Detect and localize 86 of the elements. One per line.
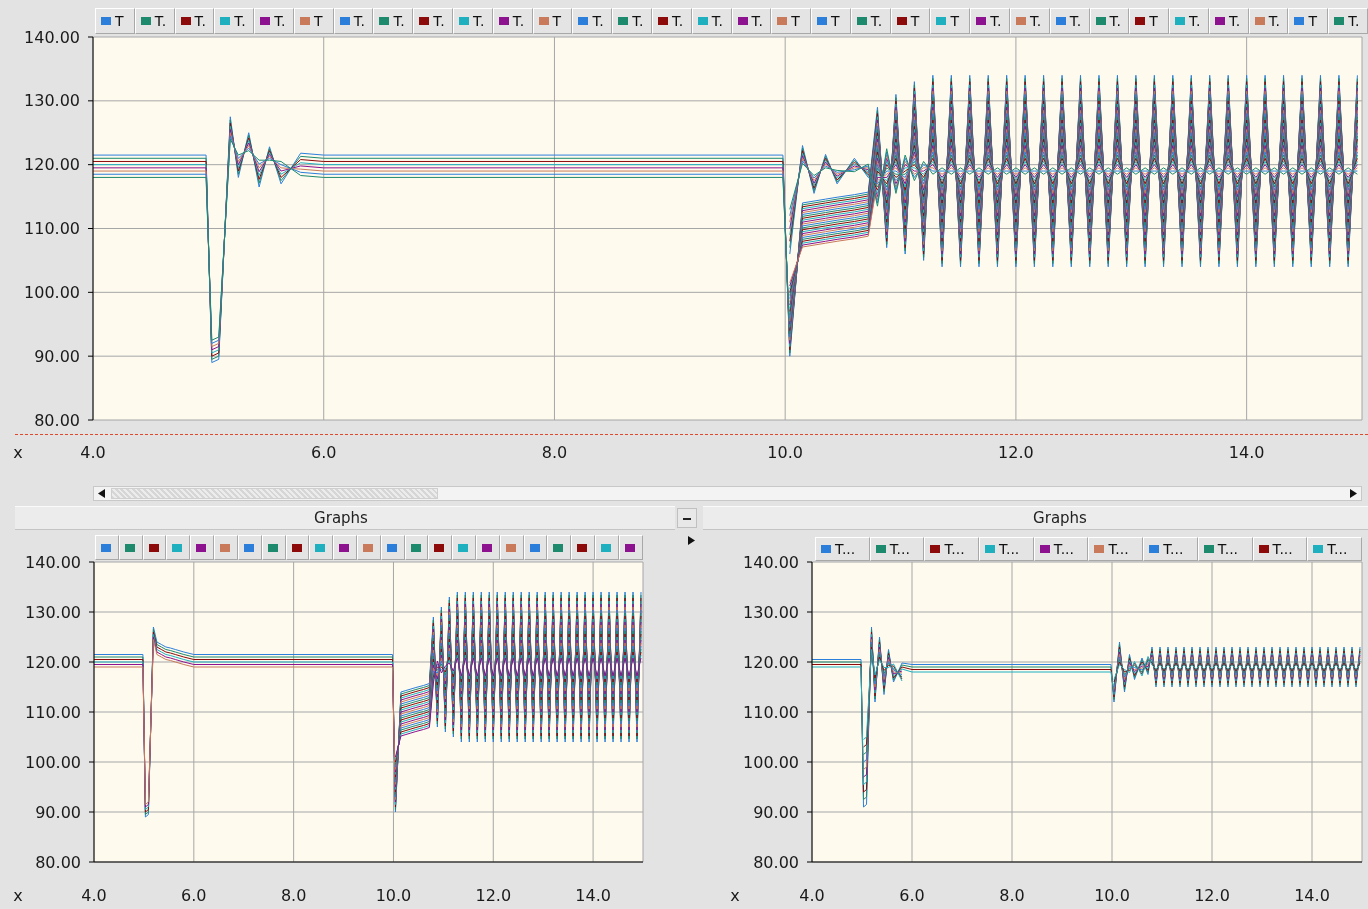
y-tick-label: 120.00: [24, 155, 80, 175]
legend-label: T: [831, 13, 840, 29]
x-axis-title: x: [13, 885, 23, 905]
y-tick-label: 90.00: [753, 802, 799, 822]
legend-label: T.: [194, 13, 206, 29]
x-tick-label: 6.0: [181, 885, 207, 905]
x-tick-label: 10.0: [767, 442, 803, 462]
y-tick-label: 130.00: [25, 602, 81, 622]
y-tick-label: 140.00: [743, 552, 799, 572]
legend-label: T: [791, 13, 800, 29]
legend-label: T...: [835, 541, 856, 557]
x-tick-label: 4.0: [81, 885, 107, 905]
x-tick-label: 12.0: [475, 885, 512, 905]
legend-label: T: [910, 13, 920, 29]
legend-label: T.: [870, 13, 883, 29]
legend-label: T.: [234, 13, 246, 29]
x-tick-label: 14.0: [1228, 442, 1265, 462]
legend-label: T.: [433, 13, 445, 29]
y-tick-label: 100.00: [743, 752, 799, 772]
legend-label: T.: [1189, 13, 1201, 29]
y-tick-label: 130.00: [743, 602, 799, 622]
legend-label: T: [950, 13, 959, 29]
x-tick-label: 12.0: [998, 442, 1034, 462]
legend-label: T: [552, 13, 562, 29]
legend-label: T.: [592, 13, 604, 29]
y-tick-label: 80.00: [35, 852, 81, 872]
legend-label: T.: [1109, 13, 1121, 29]
x-tick-label: 4.0: [799, 885, 825, 905]
y-tick-label: 140.00: [24, 27, 80, 47]
chart-title: Graphs: [314, 509, 368, 527]
legend-label: T...: [1217, 541, 1239, 557]
legend-label: T.: [1069, 13, 1082, 29]
y-tick-label: 140.00: [25, 552, 81, 572]
legend-label: T: [1149, 13, 1158, 29]
x-tick-label: 6.0: [311, 442, 337, 462]
legend-label: T.: [1029, 13, 1042, 29]
legend-label: T.: [1348, 13, 1360, 29]
legend-label: T.: [512, 13, 525, 29]
legend-label: T: [115, 13, 124, 29]
x-tick-label: 14.0: [575, 885, 611, 905]
y-tick-label: 90.00: [34, 346, 80, 366]
legend-label: T...: [1053, 541, 1074, 557]
legend-label: T...: [1163, 541, 1184, 557]
legend-label: T.: [473, 13, 485, 29]
legend-label: T...: [944, 541, 965, 557]
y-tick-label: 130.00: [24, 91, 80, 111]
y-tick-label: 120.00: [25, 652, 81, 672]
x-tick-label: 8.0: [280, 885, 307, 905]
x-tick-label: 10.0: [375, 885, 412, 905]
legend-label: T...: [889, 541, 910, 557]
x-tick-label: 8.0: [999, 885, 1025, 905]
x-axis-title: x: [730, 885, 740, 905]
y-tick-label: 90.00: [35, 802, 81, 822]
legend-label: T.: [154, 13, 167, 29]
legend-label: T.: [393, 13, 405, 29]
legend-label: T...: [1327, 541, 1348, 557]
legend-label: T.: [1268, 13, 1280, 29]
legend-label: T.: [751, 13, 763, 29]
y-tick-label: 100.00: [24, 282, 80, 302]
legend-label: T: [1308, 13, 1317, 29]
y-tick-label: 100.00: [25, 752, 81, 772]
chart-title: Graphs: [1033, 509, 1087, 527]
legend-label: T.: [1228, 13, 1241, 29]
legend-label: T.: [274, 13, 286, 29]
y-tick-label: 120.00: [743, 652, 799, 672]
legend-label: T...: [1272, 541, 1293, 557]
legend-label: T: [313, 13, 323, 29]
x-tick-label: 12.0: [1194, 885, 1230, 905]
legend-label: T.: [990, 13, 1002, 29]
legend-label: T.: [632, 13, 644, 29]
legend-label: T.: [353, 13, 366, 29]
x-axis-title: x: [13, 442, 23, 462]
x-tick-label: 4.0: [80, 442, 106, 462]
legend-label: T.: [711, 13, 724, 29]
y-tick-label: 110.00: [24, 219, 80, 238]
x-tick-label: 14.0: [1294, 885, 1330, 905]
legend-label: T...: [1108, 541, 1129, 557]
legend-label: T...: [999, 541, 1020, 557]
y-tick-label: 80.00: [753, 852, 799, 872]
x-tick-label: 6.0: [899, 885, 925, 905]
y-tick-label: 110.00: [25, 702, 81, 722]
y-tick-label: 80.00: [34, 410, 80, 430]
x-tick-label: 8.0: [541, 442, 568, 462]
x-tick-label: 10.0: [1094, 885, 1130, 905]
legend-label: T.: [671, 13, 684, 29]
y-tick-label: 110.00: [743, 702, 799, 722]
